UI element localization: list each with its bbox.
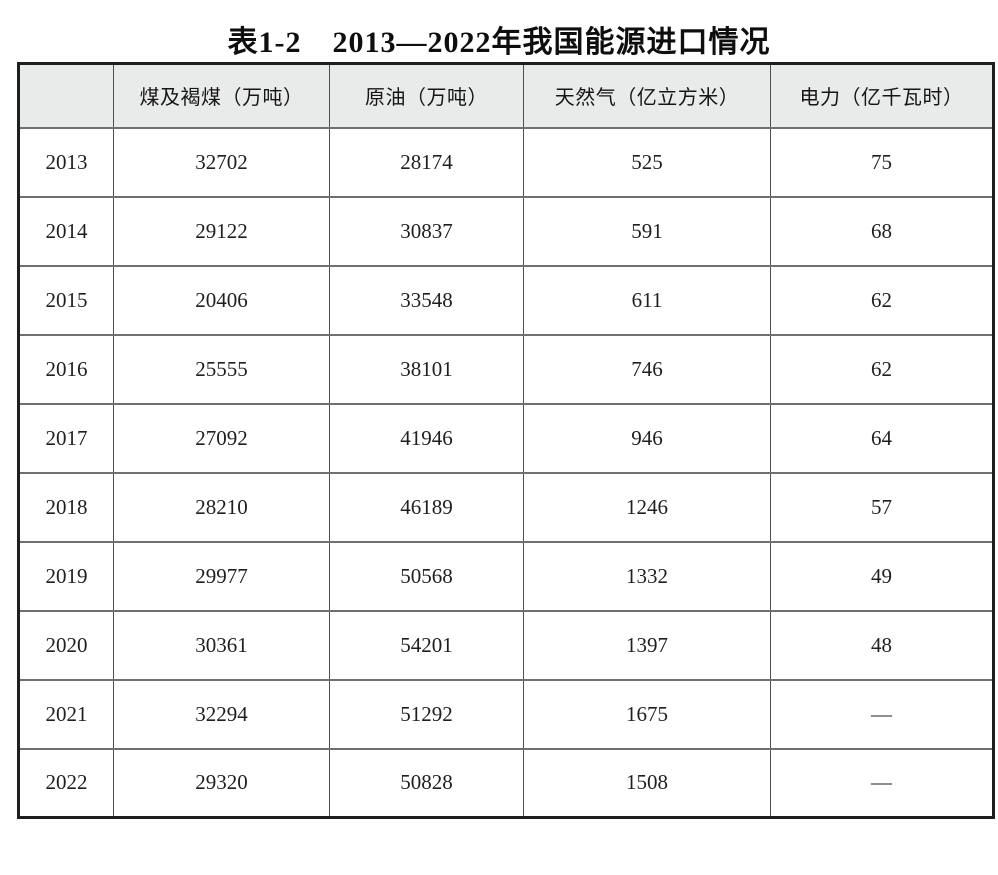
year-cell: 2014	[18, 195, 114, 267]
crude-oil-value-cell: 51292	[329, 678, 524, 750]
table-row: 2019 29977 50568 1332 49	[18, 540, 994, 612]
coal-value-cell: 32702	[113, 126, 330, 198]
table-row: 2020 30361 54201 1397 48	[18, 609, 994, 681]
year-cell: 2013	[18, 126, 114, 198]
natural-gas-value-cell: 611	[523, 264, 771, 336]
crude-oil-value-cell: 54201	[329, 609, 524, 681]
crude-oil-value-cell: 50568	[329, 540, 524, 612]
coal-value-cell: 29320	[113, 747, 330, 819]
coal-value-cell: 28210	[113, 471, 330, 543]
coal-value-cell: 20406	[113, 264, 330, 336]
natural-gas-value-cell: 1332	[523, 540, 771, 612]
crude-oil-value-cell: 41946	[329, 402, 524, 474]
column-header-natural-gas: 天然气（亿立方米）	[523, 62, 771, 129]
column-header-crude-oil: 原油（万吨）	[329, 62, 524, 129]
coal-value-cell: 29977	[113, 540, 330, 612]
energy-import-table: 煤及褐煤（万吨） 原油（万吨） 天然气（亿立方米） 电力（亿千瓦时） 2013 …	[17, 62, 995, 819]
crude-oil-value-cell: 46189	[329, 471, 524, 543]
electricity-value-cell: —	[770, 678, 994, 750]
crude-oil-value-cell: 28174	[329, 126, 524, 198]
crude-oil-value-cell: 38101	[329, 333, 524, 405]
table-row: 2017 27092 41946 946 64	[18, 402, 994, 474]
coal-value-cell: 25555	[113, 333, 330, 405]
year-cell: 2019	[18, 540, 114, 612]
table-row: 2021 32294 51292 1675 —	[18, 678, 994, 750]
crude-oil-value-cell: 30837	[329, 195, 524, 267]
electricity-value-cell: 57	[770, 471, 994, 543]
electricity-value-cell: 64	[770, 402, 994, 474]
coal-value-cell: 27092	[113, 402, 330, 474]
electricity-value-cell: 49	[770, 540, 994, 612]
coal-value-cell: 30361	[113, 609, 330, 681]
natural-gas-value-cell: 746	[523, 333, 771, 405]
table-row: 2014 29122 30837 591 68	[18, 195, 994, 267]
year-cell: 2022	[18, 747, 114, 819]
table-row: 2015 20406 33548 611 62	[18, 264, 994, 336]
electricity-value-cell: 75	[770, 126, 994, 198]
column-header-electricity: 电力（亿千瓦时）	[770, 62, 994, 129]
table-row: 2022 29320 50828 1508 —	[18, 747, 994, 819]
natural-gas-value-cell: 1246	[523, 471, 771, 543]
header-row: 煤及褐煤（万吨） 原油（万吨） 天然气（亿立方米） 电力（亿千瓦时）	[18, 62, 994, 129]
column-header-coal: 煤及褐煤（万吨）	[113, 62, 330, 129]
coal-value-cell: 29122	[113, 195, 330, 267]
column-header-year	[18, 62, 114, 129]
table-title: 表1-2 2013—2022年我国能源进口情况	[227, 26, 771, 59]
year-cell: 2018	[18, 471, 114, 543]
table-row: 2018 28210 46189 1246 57	[18, 471, 994, 543]
electricity-value-cell: —	[770, 747, 994, 819]
electricity-value-cell: 68	[770, 195, 994, 267]
natural-gas-value-cell: 591	[523, 195, 771, 267]
natural-gas-value-cell: 1508	[523, 747, 771, 819]
year-cell: 2021	[18, 678, 114, 750]
crude-oil-value-cell: 33548	[329, 264, 524, 336]
electricity-value-cell: 62	[770, 264, 994, 336]
year-cell: 2015	[18, 264, 114, 336]
crude-oil-value-cell: 50828	[329, 747, 524, 819]
natural-gas-value-cell: 1397	[523, 609, 771, 681]
year-cell: 2016	[18, 333, 114, 405]
year-cell: 2017	[18, 402, 114, 474]
year-cell: 2020	[18, 609, 114, 681]
table-row: 2013 32702 28174 525 75	[18, 126, 994, 198]
natural-gas-value-cell: 946	[523, 402, 771, 474]
coal-value-cell: 32294	[113, 678, 330, 750]
natural-gas-value-cell: 1675	[523, 678, 771, 750]
electricity-value-cell: 62	[770, 333, 994, 405]
electricity-value-cell: 48	[770, 609, 994, 681]
natural-gas-value-cell: 525	[523, 126, 771, 198]
table-row: 2016 25555 38101 746 62	[18, 333, 994, 405]
